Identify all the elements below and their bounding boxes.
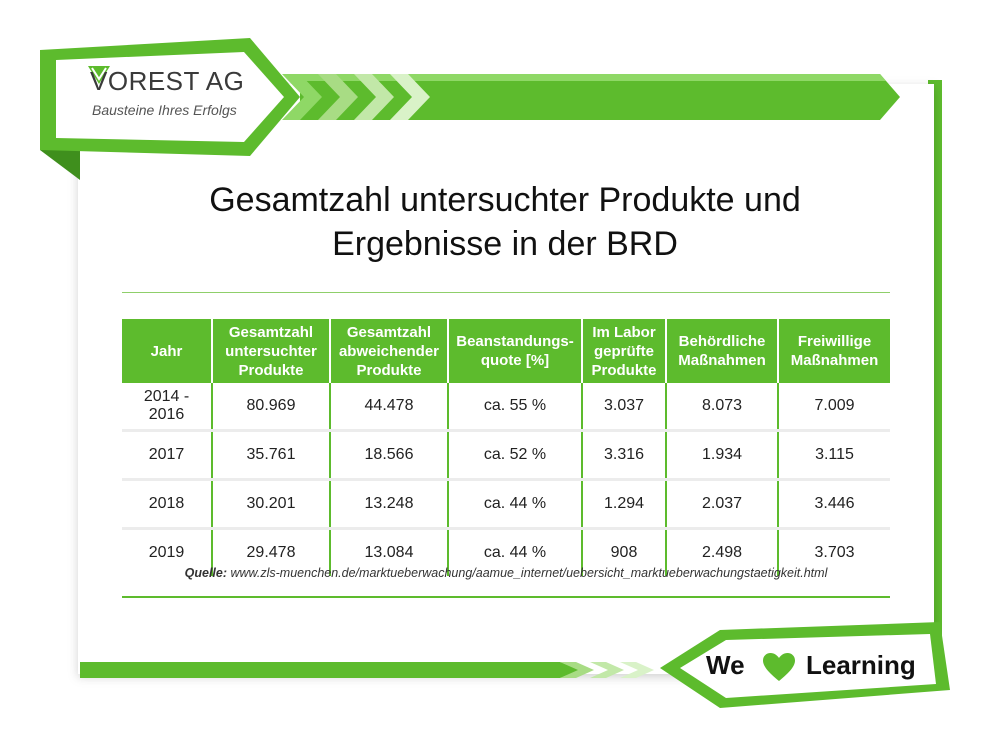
table-row: 2017 35.761 18.566 ca. 52 % 3.316 1.934 3.115 — [122, 430, 890, 481]
column-header-line: abweichender — [338, 342, 440, 360]
table-cell: 30.201 — [211, 479, 330, 530]
title-divider — [122, 292, 890, 293]
table-cell: ca. 44 % — [447, 528, 582, 576]
table-cell: 2017 — [122, 430, 212, 481]
title-line-1: Gesamtzahl untersuchter Produkte und — [209, 181, 801, 219]
table-cell: 35.761 — [211, 430, 330, 481]
source-note: Quelle: www.zls-muenchen.de/marktueberwa… — [122, 566, 890, 580]
table-header: Jahr Gesamtzahl untersuchter Produkte Gesamt… — [122, 319, 890, 383]
table-cell: 2019 — [148, 544, 185, 561]
source-label: Quelle: — [184, 566, 228, 580]
column-header-line: Jahr — [150, 342, 183, 360]
table-cell: 1.934 — [665, 430, 778, 481]
table-cell: 3.703 — [777, 528, 890, 576]
company-logo: VOREST AG Bausteine Ihres Erfolgs — [88, 64, 288, 124]
column-header-line: Produkte — [356, 361, 422, 379]
column-header-line: Beanstandungs- — [456, 333, 574, 350]
table-cell: 3.316 — [581, 430, 666, 481]
table-cell: 908 — [581, 528, 666, 576]
column-header-line: Im Labor — [592, 323, 656, 341]
column-header-line: Gesamtzahl — [228, 323, 314, 341]
table-row: 2019 29.478 13.084 ca. 44 % 908 2.498 3.703 — [122, 528, 890, 576]
table-body: 2014 - 2016 80.969 44.478 ca. 55 % 3.037 8.07… — [122, 383, 890, 576]
table-cell: 80.969 — [211, 383, 330, 432]
table-cell: 7.009 — [777, 383, 890, 432]
badge-we-text: We — [706, 650, 745, 680]
column-header-line: Behördliche — [678, 333, 766, 350]
column-header-line: Maßnahmen — [790, 352, 879, 369]
header-row: Jahr Gesamtzahl untersuchter Produkte Gesamt… — [122, 319, 890, 383]
table-cell: 3.115 — [777, 430, 890, 481]
source-divider — [122, 596, 890, 598]
column-header-line: Maßnahmen — [678, 352, 766, 369]
table-cell: ca. 52 % — [447, 430, 582, 481]
logo-tagline: Bausteine Ihres Erfolgs — [92, 102, 237, 118]
table-cell: 29.478 — [211, 528, 330, 576]
table-row: 2014 - 2016 80.969 44.478 ca. 55 % 3.037 8.07… — [122, 383, 890, 432]
table-cell: 44.478 — [329, 383, 448, 432]
page-title: Gesamtzahl untersuchter Produkte und Erg… — [120, 178, 890, 266]
badge-learning-text: Learning — [806, 650, 916, 680]
column-header-line: Gesamtzahl — [346, 323, 432, 341]
heart-icon — [763, 653, 795, 681]
table-cell: ca. 55 % — [447, 383, 582, 432]
title-line-2: Ergebnisse in der BRD — [332, 225, 678, 263]
column-header: Behördliche Maßnahmen — [665, 319, 778, 383]
table-row: 2018 30.201 13.248 ca. 44 % 1.294 2.037 3.446 — [122, 479, 890, 530]
table-cell: 2014 - 2016 — [122, 383, 212, 432]
column-header: Freiwillige Maßnahmen — [777, 319, 890, 383]
table-cell: 2.037 — [665, 479, 778, 530]
table-cell: 2.498 — [665, 528, 778, 576]
logo-name: VOREST AG — [90, 66, 245, 96]
table-cell: 18.566 — [329, 430, 448, 481]
column-header-line: Produkte — [238, 361, 304, 379]
table-cell: 8.073 — [665, 383, 778, 432]
column-header: Im Labor geprüfte Produkte — [581, 319, 666, 383]
results-table: Jahr Gesamtzahl untersuchter Produkte Gesamt… — [122, 319, 890, 576]
column-header: Gesamtzahl untersuchter Produkte — [211, 319, 330, 383]
table-cell: 13.084 — [329, 528, 448, 576]
v-check-icon — [88, 66, 110, 84]
table-cell: 2018 — [122, 479, 212, 530]
table-cell: 3.446 — [777, 479, 890, 530]
column-header-line: untersuchter — [225, 342, 317, 360]
table-cell: 13.248 — [329, 479, 448, 530]
source-url: www.zls-muenchen.de/marktueberwachung/aa… — [230, 566, 828, 580]
column-header: Beanstandungs-quote [%] — [447, 319, 582, 383]
table-cell: ca. 44 % — [447, 479, 582, 530]
column-header-line: geprüfte — [594, 342, 654, 360]
column-header-line: quote [%] — [480, 352, 550, 369]
column-header: Gesamtzahl abweichender Produkte — [329, 319, 448, 383]
column-header-line: Produkte — [591, 361, 657, 379]
we-love-learning-badge: We Learning — [706, 650, 916, 684]
table-cell: 1.294 — [581, 479, 666, 530]
table-cell: 3.037 — [581, 383, 666, 432]
column-header-line: Freiwillige — [797, 333, 872, 350]
column-header: Jahr — [122, 319, 212, 383]
